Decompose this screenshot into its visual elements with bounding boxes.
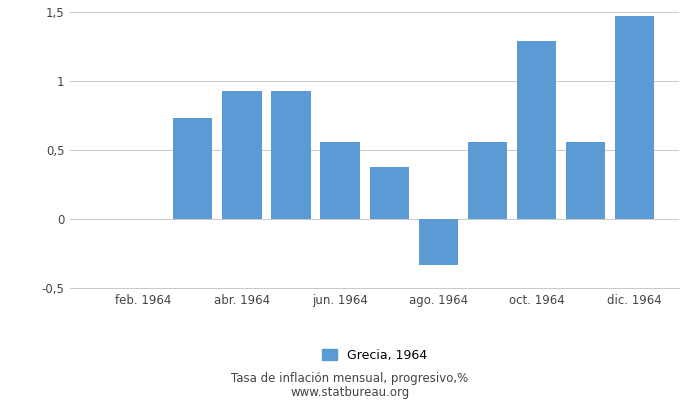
Bar: [223, 91, 262, 219]
Text: Tasa de inflación mensual, progresivo,%: Tasa de inflación mensual, progresivo,%: [232, 372, 468, 385]
Bar: [517, 41, 556, 219]
Bar: [370, 166, 409, 219]
Bar: [173, 118, 212, 219]
Bar: [419, 219, 458, 264]
Text: www.statbureau.org: www.statbureau.org: [290, 386, 410, 399]
Bar: [566, 142, 606, 219]
Bar: [615, 16, 654, 219]
Bar: [272, 91, 311, 219]
Bar: [468, 142, 507, 219]
Legend: Grecia, 1964: Grecia, 1964: [317, 344, 432, 367]
Bar: [321, 142, 360, 219]
